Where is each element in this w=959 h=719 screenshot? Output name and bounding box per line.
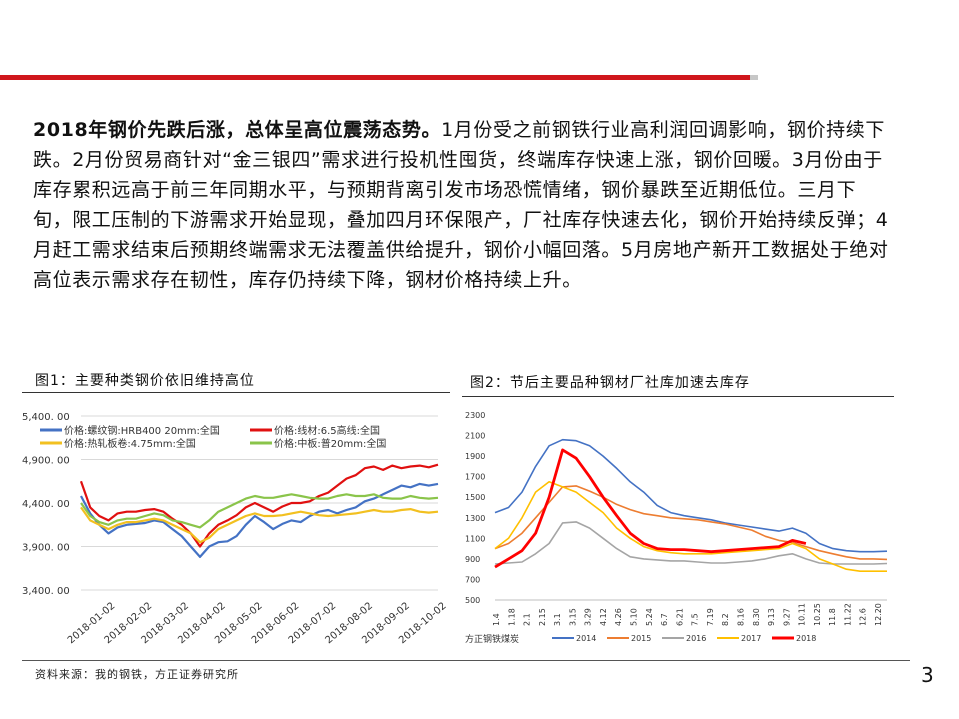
chart2-x-tick: 8.16 (736, 608, 745, 626)
chart2-x-tick: 3.29 (584, 608, 593, 626)
figure1-chart: 5,400. 00 4,900. 00 4,400. 00 3,900. 00 3,40… (22, 412, 449, 646)
chart2-x-tick: 6.7 (660, 613, 669, 626)
source-note: 资料来源：我的钢铁，方正证券研究所 (35, 668, 239, 681)
chart1-y-tick: 3,400. 00 (22, 586, 70, 597)
chart2-x-tick: 3.15 (568, 608, 577, 626)
chart2-y-tick: 500 (465, 596, 480, 605)
chart2-x-tick: 9.13 (767, 608, 776, 626)
chart2-x-tick: 11.22 (843, 603, 852, 626)
chart2-x-tick: 8.30 (752, 608, 761, 626)
figure1-title: 图1：主要种类钢价依旧维持高位 (35, 373, 255, 389)
chart2-y-tick: 2300 (465, 411, 485, 420)
chart2-series-line (494, 448, 807, 569)
chart2-x-tick: 11.8 (828, 608, 837, 626)
header-accent-bar-end (750, 75, 758, 80)
chart1-y-tick: 4,900. 00 (22, 456, 70, 467)
chart2-series-line (494, 481, 887, 572)
chart2-x-tick: 10.25 (813, 603, 822, 626)
chart2-y-tick: 1300 (465, 514, 485, 523)
chart2-x-tick: 4.12 (599, 608, 608, 626)
chart2-legend-label: 2015 (631, 634, 651, 643)
chart2-x-tick: 2.15 (538, 608, 547, 626)
chart2-x-tick: 4.26 (614, 608, 623, 626)
chart2-legend-label: 2014 (576, 634, 596, 643)
chart2-legend-prefix: 方正钢铁煤炭 (465, 633, 519, 645)
chart1-series-line (79, 463, 439, 548)
figure1-rule (22, 392, 450, 393)
chart2-y-tick: 1500 (465, 493, 485, 502)
chart2-x-tick: 7.19 (706, 608, 715, 626)
chart2-x-tick: 1.18 (507, 608, 516, 626)
chart2-y-tick: 1700 (465, 473, 485, 482)
chart2-x-tick: 12.20 (874, 603, 883, 626)
page-number: 3 (921, 663, 934, 687)
figure2-title: 图2：节后主要品种钢材厂社库加速去库存 (470, 375, 750, 391)
chart1-series-line (80, 506, 439, 544)
chart2-x-tick: 3.1 (553, 613, 562, 626)
figure2-rule (462, 396, 894, 397)
chart2-x-tick: 9.27 (782, 608, 791, 626)
chart2-y-tick: 1900 (465, 452, 485, 461)
chart1-legend-label: 价格:螺纹钢:HRB400 20mm:全国 (64, 424, 220, 437)
chart2-x-tick: 2.1 (523, 613, 532, 626)
chart2-legend-label: 2018 (796, 634, 816, 643)
chart2-y-tick: 2100 (465, 432, 485, 441)
chart2-y-tick: 1100 (465, 534, 485, 543)
paragraph-lead: 2018年钢价先跌后涨，总体呈高位震荡态势。 (33, 119, 442, 141)
chart2-x-tick: 7.5 (691, 613, 700, 626)
chart2-x-tick: 6.21 (675, 608, 684, 626)
header-accent-bar (0, 75, 750, 80)
paragraph-body: 1月份受之前钢铁行业高利润回调影响，钢价持续下跌。2月份贸易商针对“金三银四”需… (33, 119, 889, 291)
figure2-chart: 2300 2100 1900 1700 1500 1300 1100 900 700 500 1.4… (465, 411, 888, 645)
chart2-series-line (494, 521, 888, 565)
chart1-y-tick: 4,400. 00 (22, 499, 70, 510)
chart1-y-tick: 3,900. 00 (22, 543, 70, 554)
chart2-legend-label: 2017 (741, 634, 761, 643)
chart2-legend-label: 2016 (686, 634, 706, 643)
chart1-legend-label: 价格:热轧板卷:4.75mm:全国 (64, 437, 196, 450)
chart1-series-line (80, 493, 439, 529)
chart2-y-tick: 900 (465, 555, 480, 564)
chart2-series-line (494, 438, 888, 553)
chart2-x-tick: 8.2 (721, 613, 730, 626)
summary-paragraph: 2018年钢价先跌后涨，总体呈高位震荡态势。1月份受之前钢铁行业高利润回调影响，… (33, 115, 893, 295)
chart2-x-tick: 12.6 (859, 608, 868, 626)
chart2-y-tick: 700 (465, 575, 480, 584)
chart2-series-line (494, 485, 888, 561)
chart2-x-tick: 5.24 (645, 608, 654, 626)
chart2-x-tick: 10.11 (798, 603, 807, 626)
chart1-series-line (80, 482, 439, 558)
chart2-x-tick: 5.10 (630, 608, 639, 626)
footer-rule (22, 660, 910, 661)
chart1-legend-label: 价格:中板:普20mm:全国 (274, 437, 386, 450)
chart2-x-tick: 1.4 (492, 613, 501, 626)
chart1-y-tick: 5,400. 00 (22, 412, 70, 423)
chart1-legend-label: 价格:线材:6.5高线:全国 (274, 424, 380, 437)
